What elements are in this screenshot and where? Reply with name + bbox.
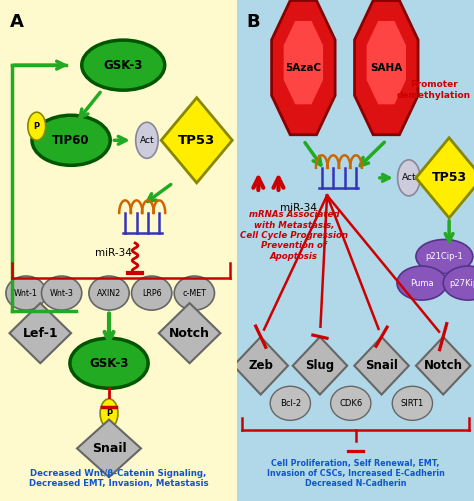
Polygon shape [161,98,232,183]
Text: LRP6: LRP6 [142,289,162,298]
Ellipse shape [397,266,447,300]
Ellipse shape [398,160,420,196]
FancyBboxPatch shape [237,0,474,501]
Text: p21Cip-1: p21Cip-1 [426,252,463,261]
Text: 5AzaC: 5AzaC [285,63,321,73]
Text: c-MET: c-MET [182,289,206,298]
Polygon shape [355,1,418,135]
Text: P: P [106,409,112,418]
Text: GSK-3: GSK-3 [103,59,143,72]
Polygon shape [159,303,220,363]
Text: TP53: TP53 [178,134,215,147]
Text: P: P [34,122,40,131]
Ellipse shape [42,276,82,310]
Ellipse shape [131,276,172,310]
Text: TP53: TP53 [431,171,467,184]
Polygon shape [233,337,288,395]
Ellipse shape [82,40,165,90]
Polygon shape [354,337,409,395]
Text: TIP60: TIP60 [52,134,90,147]
Text: Snail: Snail [365,359,398,372]
Text: SAHA: SAHA [370,63,402,73]
Ellipse shape [331,386,371,420]
Text: Snail: Snail [91,442,127,455]
Text: p27Kip-1: p27Kip-1 [449,279,474,288]
Text: Wnt-1: Wnt-1 [14,289,38,298]
Text: Notch: Notch [424,359,463,372]
Text: mRNAs Associated
with Metastasis,
Cell Cycle Progression
Prevention of
Apoptosis: mRNAs Associated with Metastasis, Cell C… [240,210,348,261]
Text: Slug: Slug [305,359,335,372]
Polygon shape [366,21,406,104]
Polygon shape [9,303,71,363]
Text: CDK6: CDK6 [339,399,363,408]
Text: A: A [9,13,23,31]
Text: Wnt-3: Wnt-3 [50,289,73,298]
Text: miR-34: miR-34 [280,203,317,213]
Polygon shape [292,337,347,395]
Text: Act: Act [140,136,154,145]
Text: Promoter
demethylation: Promoter demethylation [397,81,471,100]
Text: AXIN2: AXIN2 [97,289,121,298]
Ellipse shape [270,386,310,420]
Text: Act: Act [401,173,416,182]
Text: miR-34: miR-34 [95,248,132,258]
FancyBboxPatch shape [0,0,237,501]
Text: GSK-3: GSK-3 [89,357,129,370]
Ellipse shape [32,115,110,165]
Ellipse shape [443,266,474,300]
Text: Lef-1: Lef-1 [22,327,58,340]
Text: Zeb: Zeb [248,359,273,372]
Ellipse shape [6,276,46,310]
Text: B: B [246,13,260,31]
Ellipse shape [392,386,432,420]
Polygon shape [283,21,323,104]
Ellipse shape [416,239,473,274]
Polygon shape [416,337,470,395]
Polygon shape [416,138,474,218]
Text: Puma: Puma [410,279,434,288]
Text: Notch: Notch [169,327,210,340]
Text: SIRT1: SIRT1 [401,399,424,408]
Ellipse shape [136,122,158,158]
Ellipse shape [100,399,118,428]
Text: Bcl-2: Bcl-2 [280,399,301,408]
Ellipse shape [28,112,46,140]
Ellipse shape [70,338,148,388]
Polygon shape [272,1,335,135]
Ellipse shape [174,276,214,310]
Ellipse shape [89,276,129,310]
Text: Decreased Wnt/β-Catenin Signaling,
Decreased EMT, Invasion, Metastasis: Decreased Wnt/β-Catenin Signaling, Decre… [29,469,208,488]
Polygon shape [77,420,141,477]
Text: Cell Proliferation, Self Renewal, EMT,
Invasion of CSCs, Increased E-Cadherin
De: Cell Proliferation, Self Renewal, EMT, I… [266,459,445,488]
